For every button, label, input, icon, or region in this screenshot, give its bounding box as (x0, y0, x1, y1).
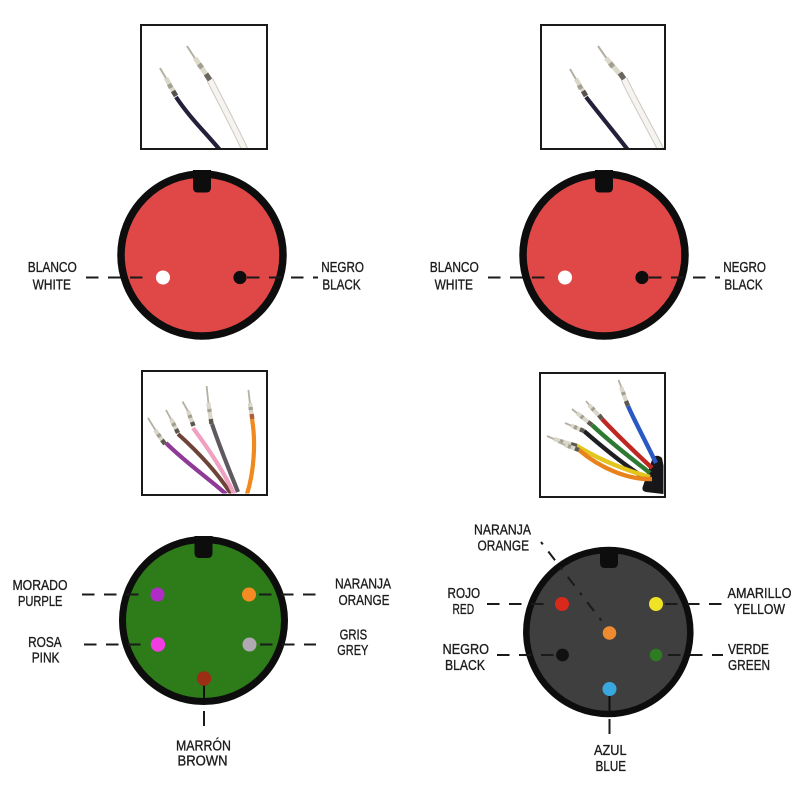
svg-text:NARANJA: NARANJA (474, 522, 531, 539)
svg-text:BLANCO: BLANCO (430, 259, 479, 276)
svg-text:WHITE: WHITE (33, 276, 71, 293)
svg-text:RED: RED (453, 601, 475, 618)
svg-text:BLACK: BLACK (724, 276, 762, 293)
svg-text:BLUE: BLUE (596, 758, 627, 775)
svg-text:NARANJA: NARANJA (335, 575, 391, 592)
svg-text:WHITE: WHITE (435, 276, 473, 293)
svg-text:GREY: GREY (337, 642, 368, 659)
svg-text:NEGRO: NEGRO (723, 259, 766, 276)
svg-text:AMARILLO: AMARILLO (728, 585, 792, 602)
svg-text:MARRÓN: MARRÓN (176, 738, 231, 755)
svg-text:PURPLE: PURPLE (18, 593, 63, 610)
svg-text:NEGRO: NEGRO (321, 259, 364, 276)
svg-text:GREEN: GREEN (728, 657, 770, 674)
svg-text:YELLOW: YELLOW (734, 601, 786, 618)
svg-text:VERDE: VERDE (728, 641, 769, 658)
svg-text:BLANCO: BLANCO (28, 259, 77, 276)
svg-text:ROSA: ROSA (28, 634, 62, 651)
svg-text:ORANGE: ORANGE (339, 592, 390, 609)
svg-text:BLACK: BLACK (322, 276, 360, 293)
svg-text:BLACK: BLACK (445, 657, 485, 674)
svg-text:MORADO: MORADO (13, 577, 68, 594)
svg-text:GRIS: GRIS (340, 627, 368, 644)
svg-text:BROWN: BROWN (178, 753, 228, 770)
svg-text:NEGRO: NEGRO (443, 641, 490, 658)
svg-text:ROJO: ROJO (448, 585, 481, 602)
svg-text:PINK: PINK (32, 650, 60, 667)
svg-text:AZUL: AZUL (594, 742, 627, 759)
svg-text:ORANGE: ORANGE (478, 538, 530, 555)
